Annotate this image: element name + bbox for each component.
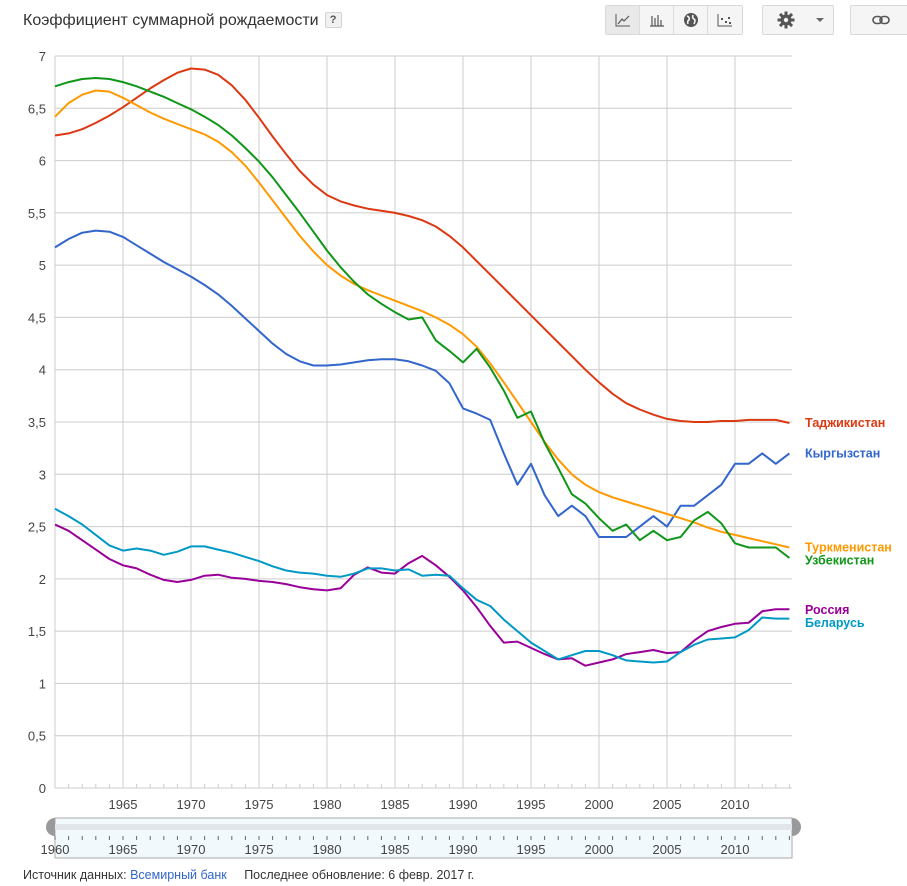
series-label: Кыргызстан [805,446,880,460]
series-lines [54,67,791,667]
x-tick-label: 1990 [449,797,478,812]
series-line-Беларусь [54,507,790,664]
series-label: Таджикистан [805,416,885,430]
series-label: Туркменистан [805,540,892,554]
source-label: Источник данных: [23,868,127,882]
x-tick-label: 1975 [245,797,274,812]
series-line-Россия [54,523,790,667]
settings-button[interactable] [763,6,809,34]
x-tick-label: 1980 [313,797,342,812]
help-button[interactable]: ? [324,12,342,28]
slider-band [55,824,792,830]
y-tick-label: 4,5 [28,310,46,325]
slider-tick-label: 2005 [653,842,682,857]
y-tick-label: 5 [39,258,46,273]
chart-title: Коэффициент суммарной рождаемости? [23,12,342,30]
line-chart-icon [615,14,630,27]
y-tick-label: 6,5 [28,101,46,116]
y-tick-label: 3 [39,467,46,482]
series-line-Узбекистан [54,77,791,559]
chart-title-text: Коэффициент суммарной рождаемости [23,12,319,29]
link-button[interactable] [851,6,907,34]
slider-tick-label: 1965 [109,842,138,857]
series-label: Беларусь [805,616,865,630]
y-tick-label: 6 [39,154,46,169]
series-labels: Таджикистан Кыргызстан ТуркменистанУзбекис… [805,416,892,630]
series-label: Россия [805,603,849,617]
x-tick-label: 2010 [721,797,750,812]
slider-handle-left[interactable] [46,818,55,836]
y-axis-ticks: 0 0,5 1 1,5 2 2,5 3 3,5 4 4,5 5 5,5 6 6,5 7 [28,49,46,796]
range-slider[interactable]: 1960 1965 1970 1975 1980 1985 1990 1995 2000 2005… [41,817,801,859]
y-tick-label: 1,5 [28,624,46,639]
slider-tick-label: 1995 [517,842,546,857]
bar-chart-button[interactable] [640,6,674,34]
bar-chart-icon [649,15,664,27]
map-button[interactable] [674,6,708,34]
slider-tick-label: 1980 [313,842,342,857]
line-chart-button[interactable] [606,6,640,34]
x-tick-label: 2000 [585,797,614,812]
map-globe-icon [683,13,698,27]
slider-tick-label: 1975 [245,842,274,857]
series-line-Таджикистан [54,67,790,424]
x-axis-ticks: 1965 1970 1975 1980 1985 1990 1995 2000 2005 2010 [109,797,750,812]
footer: Источник данных: Всемирный банк Последне… [23,868,474,882]
series-label: Узбекистан [805,553,874,567]
y-tick-label: 7 [39,49,46,64]
link-icon [872,15,890,25]
series-line-Кыргызстан [54,229,791,538]
y-tick-label: 1 [39,676,46,691]
settings-toolbar [762,5,834,35]
caret-down-icon [816,17,824,22]
slider-tick-label: 1970 [177,842,206,857]
slider-tick-label: 2000 [585,842,614,857]
slider-tick-label: 2010 [721,842,750,857]
source-link[interactable]: Всемирный банк [130,868,227,882]
x-tick-label: 1965 [109,797,138,812]
x-tick-label: 1985 [381,797,410,812]
chart-type-toolbar [605,5,743,35]
y-tick-label: 0,5 [28,729,46,744]
scatter-chart-icon [717,14,732,27]
grid-lines [54,55,792,789]
y-tick-label: 5,5 [28,206,46,221]
x-tick-label: 1995 [517,797,546,812]
last-updated: Последнее обновление: 6 февр. 2017 г. [244,868,475,882]
gear-icon [777,11,795,29]
link-toolbar [850,5,907,35]
y-tick-label: 3,5 [28,415,46,430]
y-tick-label: 0 [39,781,46,796]
x-tick-label: 1970 [177,797,206,812]
settings-dropdown-button[interactable] [809,6,831,34]
line-chart: 00,511,522,533,544,555,566,57 1965 1970 19… [28,49,892,859]
slider-handle-right[interactable] [792,818,801,836]
series-line-Туркменистан [54,89,790,549]
y-tick-label: 4 [39,363,46,378]
y-tick-label: 2 [39,572,46,587]
slider-tick-label: 1985 [381,842,410,857]
y-tick-label: 2,5 [28,520,46,535]
x-tick-label: 2005 [653,797,682,812]
scatter-chart-button[interactable] [708,6,742,34]
slider-tick-label: 1960 [41,842,70,857]
slider-tick-label: 1990 [449,842,478,857]
